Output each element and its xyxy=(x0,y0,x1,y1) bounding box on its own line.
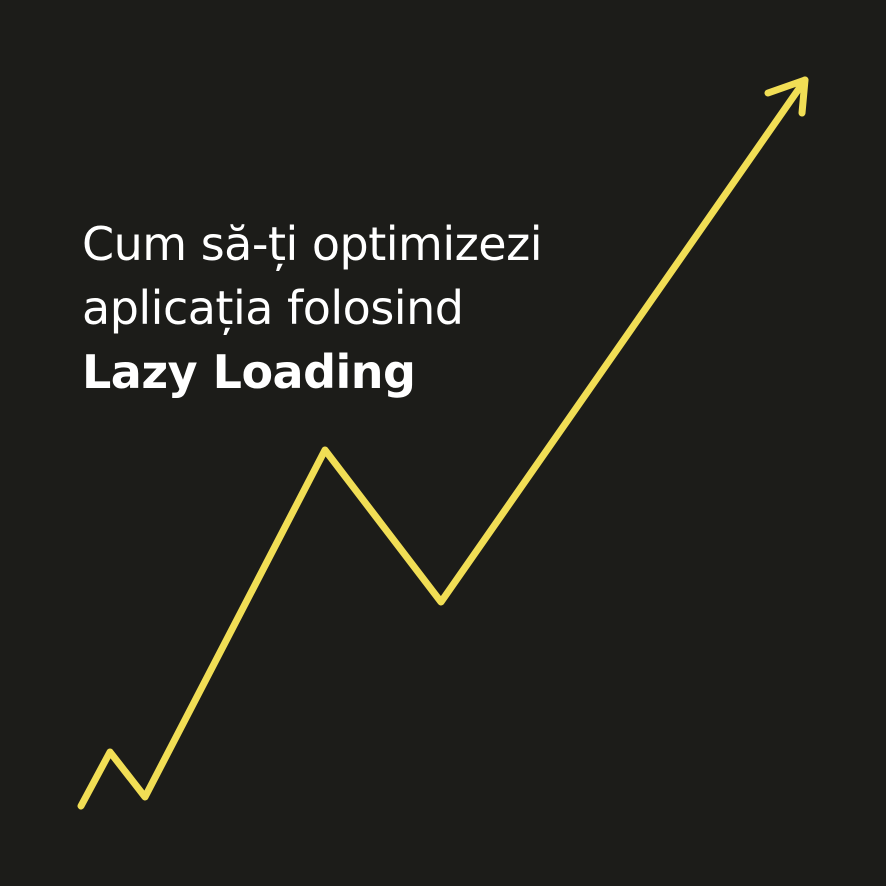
headline-line-1: Cum să-ți optimizezi xyxy=(82,217,543,271)
headline: Cum să-ți optimizezi aplicația folosind … xyxy=(82,212,543,404)
headline-line-3: Lazy Loading xyxy=(82,345,416,399)
trend-line xyxy=(77,76,809,810)
headline-line-2: aplicația folosind xyxy=(82,281,464,335)
arrowhead xyxy=(764,76,809,117)
